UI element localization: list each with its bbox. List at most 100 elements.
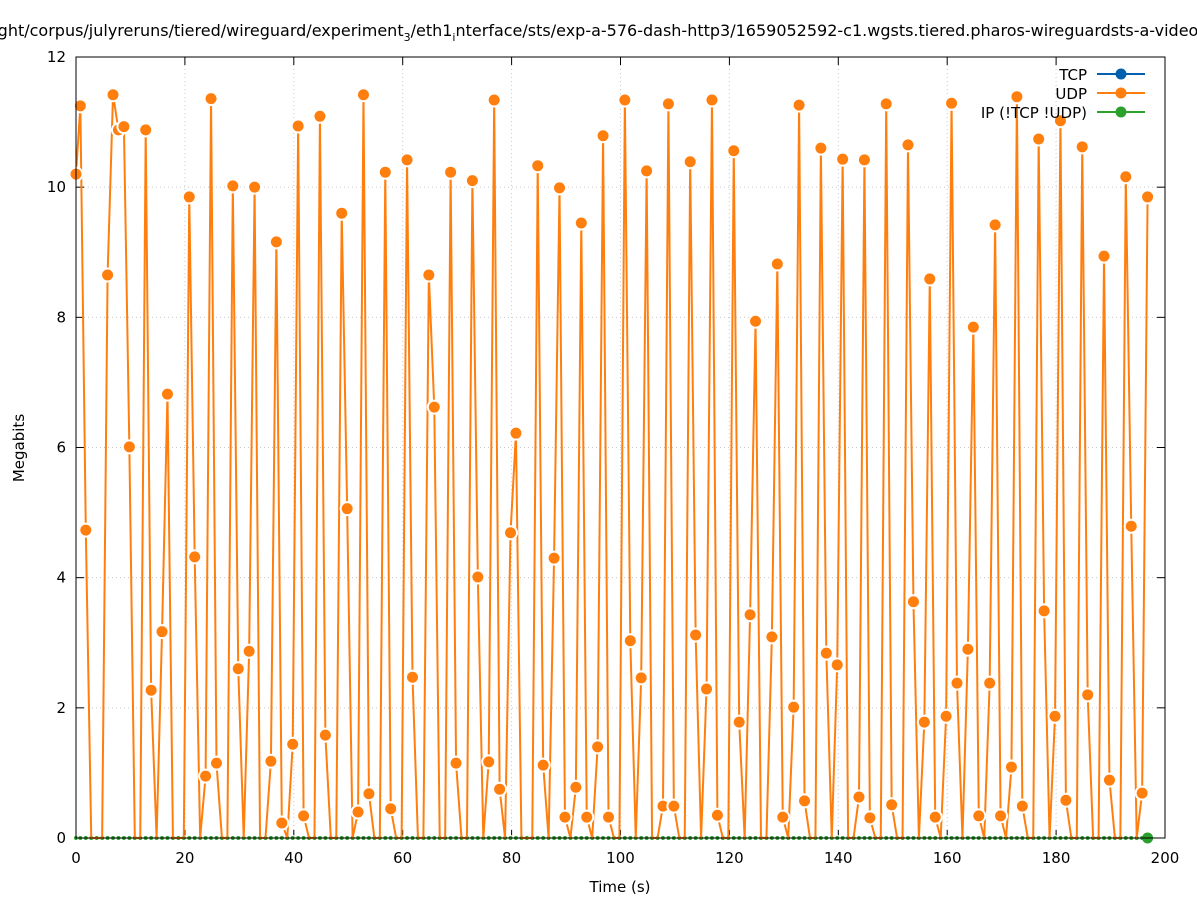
udp-point: [361, 786, 377, 802]
udp-point: [971, 808, 987, 824]
series-layer: [68, 87, 1156, 844]
y-tick-label: 6: [56, 439, 66, 457]
udp-point: [682, 154, 698, 170]
y-tick-label: 4: [56, 569, 66, 587]
udp-point: [666, 798, 682, 814]
udp-point: [579, 809, 595, 825]
x-tick-label: 140: [824, 849, 853, 867]
udp-point: [595, 128, 611, 144]
udp-point: [268, 234, 284, 250]
udp-point: [1058, 792, 1074, 808]
udp-point: [639, 163, 655, 179]
udp-point: [960, 641, 976, 657]
udp-point: [568, 779, 584, 795]
udp-point: [285, 736, 301, 752]
udp-point: [748, 313, 764, 329]
udp-point: [426, 399, 442, 415]
udp-point: [949, 675, 965, 691]
y-tick-label: 12: [47, 48, 66, 66]
udp-point: [590, 739, 606, 755]
udp-point: [443, 164, 459, 180]
udp-point: [203, 91, 219, 107]
x-axis-label: Time (s): [589, 878, 651, 896]
udp-point: [884, 797, 900, 813]
udp-point: [546, 550, 562, 566]
udp-point: [1031, 131, 1047, 147]
udp-point: [1096, 248, 1112, 264]
udp-point: [922, 271, 938, 287]
udp-point: [775, 809, 791, 825]
udp-point: [660, 96, 676, 112]
udp-point: [317, 727, 333, 743]
udp-point: [905, 594, 921, 610]
udp-point: [699, 681, 715, 697]
udp-point: [987, 217, 1003, 233]
udp-point: [481, 754, 497, 770]
udp-point: [1052, 113, 1068, 129]
udp-point: [862, 810, 878, 826]
udp-point: [405, 669, 421, 685]
udp-point: [198, 768, 214, 784]
udp-point: [247, 179, 263, 195]
udp-point: [797, 793, 813, 809]
udp-point: [818, 645, 834, 661]
udp-point: [993, 808, 1009, 824]
udp-point: [339, 501, 355, 517]
legend-marker: [1115, 68, 1127, 80]
udp-point: [552, 180, 568, 196]
udp-point: [72, 98, 88, 114]
udp-point: [78, 522, 94, 538]
legend-label: TCP: [1058, 66, 1087, 84]
udp-point: [350, 804, 366, 820]
udp-point: [688, 627, 704, 643]
udp-point: [704, 92, 720, 108]
udp-point: [154, 624, 170, 640]
y-tick-label: 2: [56, 699, 66, 717]
udp-point: [290, 118, 306, 134]
udp-point: [601, 809, 617, 825]
udp-point: [1009, 89, 1025, 105]
chart-title: ght/corpus/julyreruns/tiered/wireguard/e…: [0, 21, 1197, 44]
udp-point: [296, 808, 312, 824]
udp-point: [617, 92, 633, 108]
udp-point: [100, 267, 116, 283]
y-tick-label: 8: [56, 308, 66, 326]
udp-point: [1134, 785, 1150, 801]
udp-point: [274, 815, 290, 831]
udp-point: [377, 164, 393, 180]
udp-point: [769, 256, 785, 272]
x-tick-label: 60: [393, 849, 412, 867]
udp-point: [982, 675, 998, 691]
udp-point: [1140, 189, 1156, 205]
udp-point: [622, 633, 638, 649]
udp-point: [464, 173, 480, 189]
udp-point: [573, 215, 589, 231]
udp-point: [535, 757, 551, 773]
udp-point: [486, 92, 502, 108]
udp-point: [813, 140, 829, 156]
udp-point: [856, 152, 872, 168]
udp-point: [557, 809, 573, 825]
y-tick-label: 0: [56, 829, 66, 847]
x-tick-label: 40: [284, 849, 303, 867]
udp-point: [121, 439, 137, 455]
udp-point: [1101, 772, 1117, 788]
udp-point: [1036, 603, 1052, 619]
udp-point: [835, 151, 851, 167]
udp-point: [421, 267, 437, 283]
udp-point: [187, 549, 203, 565]
udp-point: [470, 569, 486, 585]
udp-point: [230, 661, 246, 677]
udp-point: [105, 87, 121, 103]
udp-point: [1080, 687, 1096, 703]
x-tick-label: 100: [606, 849, 635, 867]
udp-point: [492, 781, 508, 797]
y-tick-label: 10: [47, 178, 66, 196]
udp-point: [208, 755, 224, 771]
udp-point: [851, 789, 867, 805]
x-tick-label: 120: [715, 849, 744, 867]
udp-point: [181, 189, 197, 205]
udp-point: [927, 809, 943, 825]
